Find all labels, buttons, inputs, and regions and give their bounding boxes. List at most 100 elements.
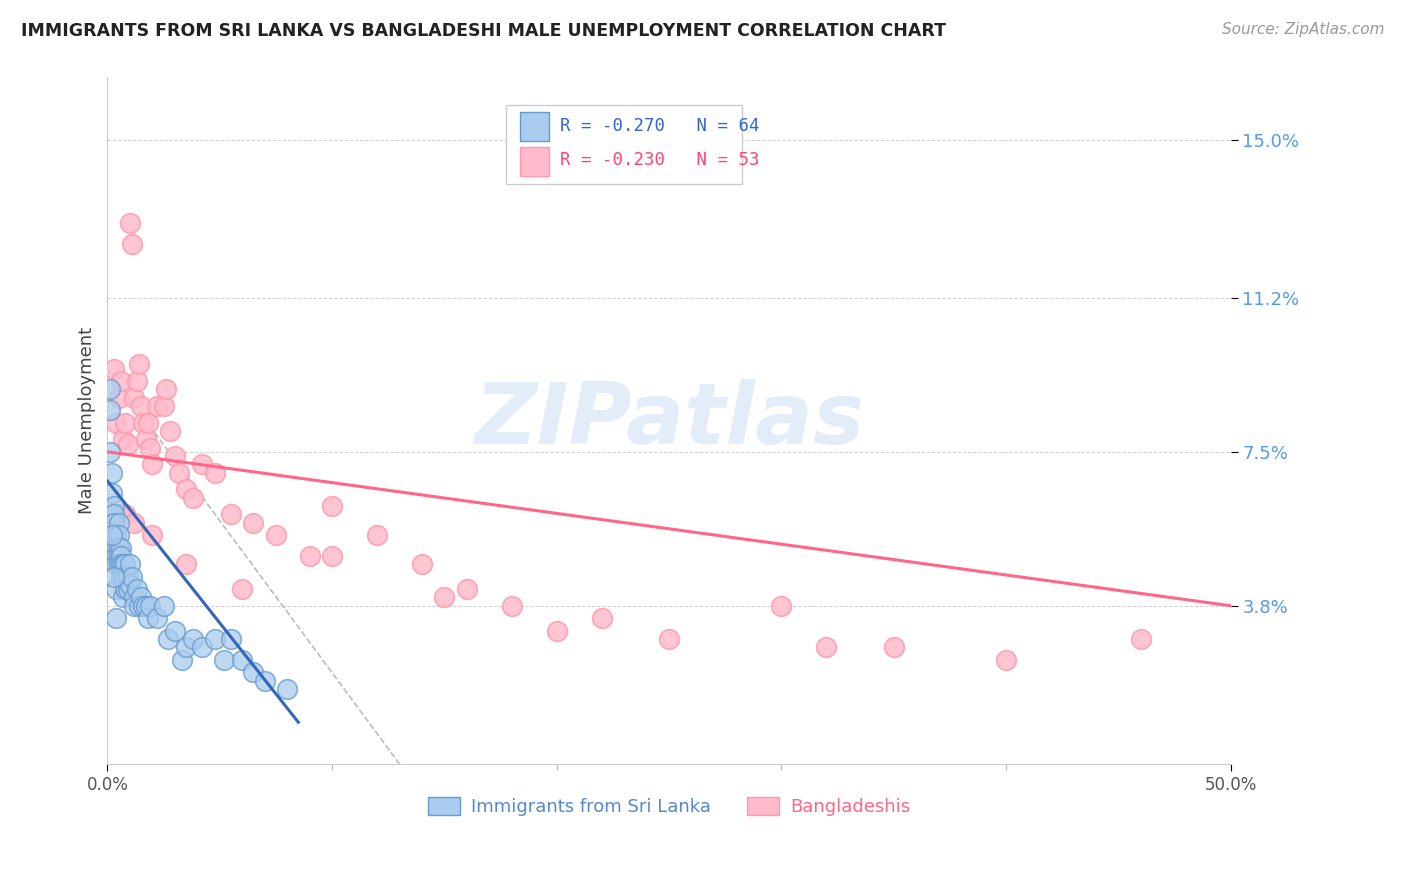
Point: [124, 516, 146, 530]
Point: [117, 582, 139, 596]
Point: [107, 541, 129, 555]
Point: [98, 383, 121, 397]
Point: [110, 557, 132, 571]
Point: [101, 466, 124, 480]
Legend: Immigrants from Sri Lanka, Bangladeshis: Immigrants from Sri Lanka, Bangladeshis: [420, 789, 918, 823]
Point: [135, 433, 157, 447]
Point: [103, 361, 125, 376]
Point: [128, 358, 150, 372]
Point: [190, 458, 212, 472]
Point: [174, 640, 197, 655]
Point: [190, 640, 212, 655]
Point: [204, 466, 226, 480]
Text: ZIPatlas: ZIPatlas: [474, 379, 865, 462]
Point: [114, 582, 136, 596]
Point: [146, 399, 169, 413]
Point: [132, 416, 155, 430]
Point: [231, 653, 253, 667]
Point: [276, 681, 298, 696]
Text: R = -0.230   N = 53: R = -0.230 N = 53: [560, 152, 759, 169]
Point: [170, 653, 193, 667]
Point: [114, 507, 136, 521]
Y-axis label: Male Unemployment: Male Unemployment: [79, 327, 96, 514]
Point: [114, 416, 136, 430]
Point: [298, 549, 321, 563]
Point: [105, 416, 128, 430]
Point: [107, 516, 129, 530]
Point: [169, 466, 191, 480]
Point: [212, 653, 235, 667]
Point: [658, 632, 681, 646]
Point: [125, 582, 148, 596]
Bar: [520, 147, 548, 176]
Point: [121, 236, 143, 251]
Point: [118, 557, 141, 571]
Point: [107, 507, 129, 521]
Point: [103, 549, 125, 563]
Point: [770, 599, 793, 613]
Point: [110, 549, 132, 563]
Point: [139, 599, 162, 613]
Point: [118, 216, 141, 230]
Point: [132, 599, 155, 613]
Point: [107, 528, 129, 542]
Point: [103, 528, 125, 542]
Point: [105, 541, 128, 555]
Point: [103, 499, 125, 513]
Point: [107, 557, 129, 571]
Point: [995, 653, 1018, 667]
Point: [174, 483, 197, 497]
Point: [163, 449, 186, 463]
Point: [128, 599, 150, 613]
Point: [157, 632, 180, 646]
Point: [114, 557, 136, 571]
Point: [98, 403, 121, 417]
Point: [321, 549, 343, 563]
Bar: [520, 112, 548, 141]
Point: [433, 591, 456, 605]
Text: Source: ZipAtlas.com: Source: ZipAtlas.com: [1222, 22, 1385, 37]
Point: [129, 399, 152, 413]
Point: [219, 507, 242, 521]
Point: [883, 640, 905, 655]
Point: [136, 416, 159, 430]
Point: [146, 611, 169, 625]
Point: [815, 640, 838, 655]
Point: [546, 624, 568, 638]
Point: [124, 391, 146, 405]
Point: [110, 374, 132, 388]
Point: [152, 399, 174, 413]
Point: [155, 383, 177, 397]
Point: [112, 569, 135, 583]
Point: [103, 541, 125, 555]
Point: [110, 541, 132, 555]
Point: [411, 557, 433, 571]
Point: [181, 491, 204, 505]
Point: [117, 569, 139, 583]
Point: [242, 665, 264, 680]
Point: [141, 528, 163, 542]
Point: [129, 591, 152, 605]
Point: [112, 591, 135, 605]
Point: [98, 445, 121, 459]
Point: [321, 499, 343, 513]
Point: [105, 611, 128, 625]
Point: [105, 528, 128, 542]
Point: [105, 582, 128, 596]
Point: [121, 569, 143, 583]
Point: [101, 486, 124, 500]
Point: [101, 528, 124, 542]
Point: [135, 599, 157, 613]
Point: [117, 436, 139, 450]
Point: [219, 632, 242, 646]
Point: [124, 599, 146, 613]
Point: [103, 516, 125, 530]
Text: R = -0.270   N = 64: R = -0.270 N = 64: [560, 117, 759, 136]
Point: [114, 569, 136, 583]
Point: [112, 433, 135, 447]
Point: [174, 557, 197, 571]
Point: [125, 374, 148, 388]
Point: [139, 441, 162, 455]
Point: [110, 569, 132, 583]
Point: [181, 632, 204, 646]
